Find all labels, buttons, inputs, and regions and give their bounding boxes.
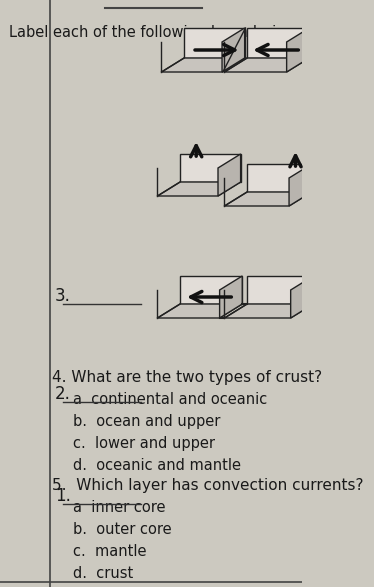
Polygon shape (247, 164, 312, 192)
Polygon shape (222, 28, 245, 72)
Polygon shape (162, 58, 245, 72)
Text: a  inner core: a inner core (73, 500, 165, 515)
Text: 3.: 3. (55, 288, 71, 305)
Polygon shape (224, 304, 313, 318)
Polygon shape (224, 192, 312, 206)
Polygon shape (220, 276, 242, 318)
Text: b.  outer core: b. outer core (73, 522, 171, 537)
Polygon shape (157, 182, 240, 196)
Text: b.  ocean and upper: b. ocean and upper (73, 414, 220, 429)
Polygon shape (247, 28, 309, 58)
Text: 1.: 1. (55, 487, 71, 505)
Polygon shape (291, 276, 313, 318)
Text: 4. What are the two types of crust?: 4. What are the two types of crust? (52, 370, 323, 385)
Text: d.  oceanic and mantle: d. oceanic and mantle (73, 458, 240, 473)
Polygon shape (157, 304, 242, 318)
Polygon shape (224, 58, 309, 72)
Text: d.  crust: d. crust (73, 566, 133, 581)
Polygon shape (286, 28, 309, 72)
Text: a  continental and oceanic: a continental and oceanic (73, 392, 267, 407)
Polygon shape (218, 154, 240, 196)
Text: 2.: 2. (55, 386, 71, 403)
Polygon shape (247, 276, 313, 304)
Text: 5.  Which layer has convection currents?: 5. Which layer has convection currents? (52, 478, 364, 493)
Polygon shape (180, 154, 240, 182)
Polygon shape (180, 276, 242, 304)
Text: Label each of the following boundaries:: Label each of the following boundaries: (9, 25, 298, 40)
Polygon shape (289, 164, 312, 206)
Text: c.  lower and upper: c. lower and upper (73, 436, 215, 451)
Polygon shape (184, 28, 245, 58)
Text: c.  mantle: c. mantle (73, 544, 146, 559)
